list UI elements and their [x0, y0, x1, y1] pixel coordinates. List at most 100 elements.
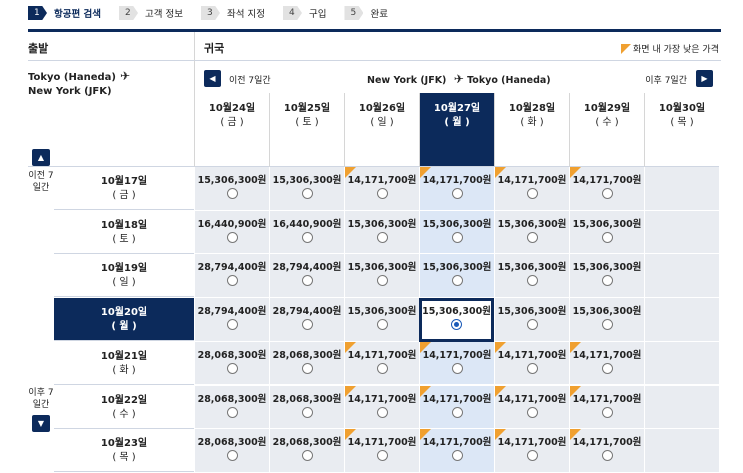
departure-date-header[interactable]: 10월21일 ( 화 ) — [54, 342, 194, 385]
fare-radio[interactable] — [376, 362, 388, 374]
fare-radio[interactable] — [451, 275, 463, 287]
fare-cell[interactable]: 14,171,700원 — [344, 341, 419, 386]
fare-radio[interactable] — [226, 406, 238, 418]
fare-cell[interactable]: 15,306,300원 — [569, 298, 644, 342]
fare-radio[interactable] — [526, 362, 538, 374]
fare-cell[interactable]: 16,440,900원 — [194, 210, 269, 255]
fare-cell[interactable]: 14,171,700원 — [569, 167, 644, 211]
fare-cell[interactable]: 14,171,700원 — [419, 385, 494, 430]
fare-cell[interactable]: 28,794,400원 — [269, 298, 344, 342]
fare-radio[interactable] — [451, 406, 463, 418]
fare-cell[interactable]: 15,306,300원 — [569, 254, 644, 299]
fare-radio[interactable] — [601, 362, 613, 374]
fare-cell[interactable]: 15,306,300원 — [344, 254, 419, 299]
fare-cell[interactable]: 14,171,700원 — [344, 385, 419, 430]
prev-departure-week-button[interactable]: ▲ — [32, 149, 50, 166]
fare-radio[interactable] — [226, 362, 238, 374]
fare-radio[interactable] — [526, 188, 538, 199]
next-departure-week-label[interactable]: 이후 7 일간 — [28, 388, 54, 410]
return-date-header[interactable]: 10월25일 ( 토 ) — [269, 93, 344, 167]
fare-cell[interactable]: 28,068,300원 — [269, 385, 344, 430]
fare-radio[interactable] — [226, 275, 238, 287]
fare-radio[interactable] — [526, 231, 538, 243]
prev-departure-week-label[interactable]: 이전 7 일간 — [28, 171, 54, 193]
fare-cell[interactable]: 14,171,700원 — [419, 429, 494, 473]
fare-radio[interactable] — [601, 406, 613, 418]
fare-radio[interactable] — [451, 319, 462, 331]
fare-cell[interactable]: 15,306,300원 — [494, 298, 569, 342]
fare-cell[interactable]: 28,794,400원 — [194, 254, 269, 299]
fare-radio[interactable] — [376, 319, 388, 331]
fare-cell[interactable]: 14,171,700원 — [494, 167, 569, 211]
return-date-header[interactable]: 10월27일 ( 월 ) — [419, 93, 494, 167]
fare-radio[interactable] — [226, 231, 238, 243]
fare-cell[interactable]: 28,068,300원 — [269, 429, 344, 473]
fare-radio[interactable] — [376, 406, 388, 418]
return-date-header[interactable]: 10월24일 ( 금 ) — [194, 93, 269, 167]
return-date-header[interactable]: 10월29일 ( 수 ) — [569, 93, 644, 167]
fare-radio[interactable] — [526, 275, 538, 287]
fare-cell[interactable]: 28,794,400원 — [269, 254, 344, 299]
return-date-header[interactable]: 10월28일 ( 화 ) — [494, 93, 569, 167]
fare-radio[interactable] — [226, 188, 238, 199]
fare-radio[interactable] — [301, 188, 313, 199]
departure-date-header[interactable]: 10월20일 ( 월 ) — [54, 298, 194, 342]
fare-radio[interactable] — [301, 275, 313, 287]
fare-radio[interactable] — [451, 188, 463, 199]
fare-cell[interactable]: 14,171,700원 — [569, 385, 644, 430]
fare-cell[interactable]: 14,171,700원 — [494, 385, 569, 430]
fare-radio[interactable] — [376, 188, 388, 199]
fare-cell[interactable]: 14,171,700원 — [569, 429, 644, 473]
fare-radio[interactable] — [601, 275, 613, 287]
fare-cell[interactable]: 14,171,700원 — [569, 341, 644, 386]
fare-cell[interactable]: 28,068,300원 — [269, 341, 344, 386]
departure-date-header[interactable]: 10월17일 ( 금 ) — [54, 167, 194, 210]
fare-radio[interactable] — [226, 319, 238, 331]
departure-date-header[interactable]: 10월22일 ( 수 ) — [54, 386, 194, 429]
departure-date-header[interactable]: 10월18일 ( 토 ) — [54, 211, 194, 254]
fare-cell[interactable]: 28,068,300원 — [194, 341, 269, 386]
fare-cell[interactable]: 15,306,300원 — [419, 298, 494, 342]
fare-radio[interactable] — [301, 319, 313, 331]
fare-cell[interactable]: 15,306,300원 — [569, 210, 644, 255]
prev-week-label[interactable]: 이전 7일간 — [229, 76, 271, 86]
fare-cell[interactable]: 15,306,300원 — [269, 167, 344, 211]
fare-radio[interactable] — [601, 188, 613, 199]
fare-radio[interactable] — [376, 231, 388, 243]
fare-cell[interactable]: 28,794,400원 — [194, 298, 269, 342]
fare-radio[interactable] — [301, 362, 313, 374]
departure-date-header[interactable]: 10월23일 ( 목 ) — [54, 429, 194, 473]
fare-cell[interactable]: 14,171,700원 — [494, 341, 569, 386]
return-date-header[interactable]: 10월26일 ( 일 ) — [344, 93, 419, 167]
fare-cell[interactable]: 14,171,700원 — [419, 167, 494, 211]
fare-cell[interactable]: 15,306,300원 — [194, 167, 269, 211]
fare-radio[interactable] — [526, 319, 538, 331]
departure-date-header[interactable]: 10월19일 ( 일 ) — [54, 254, 194, 298]
fare-cell[interactable]: 14,171,700원 — [419, 341, 494, 386]
fare-cell[interactable]: 16,440,900원 — [269, 210, 344, 255]
fare-cell[interactable]: 14,171,700원 — [494, 429, 569, 473]
prev-week-button[interactable]: ◀ — [204, 70, 221, 87]
fare-cell[interactable]: 15,306,300원 — [494, 210, 569, 255]
fare-radio[interactable] — [451, 231, 463, 243]
fare-radio[interactable] — [301, 231, 313, 243]
return-date-header[interactable]: 10월30일 ( 목 ) — [644, 93, 719, 167]
fare-cell[interactable]: 15,306,300원 — [419, 254, 494, 299]
fare-cell[interactable]: 14,171,700원 — [344, 167, 419, 211]
fare-radio[interactable] — [526, 406, 538, 418]
fare-cell[interactable]: 15,306,300원 — [419, 210, 494, 255]
fare-radio[interactable] — [601, 231, 613, 243]
fare-cell[interactable]: 28,068,300원 — [194, 385, 269, 430]
fare-radio[interactable] — [301, 406, 313, 418]
fare-cell[interactable]: 15,306,300원 — [344, 210, 419, 255]
next-week-button[interactable]: ▶ — [696, 70, 713, 87]
fare-cell[interactable]: 15,306,300원 — [344, 298, 419, 342]
fare-cell[interactable]: 15,306,300원 — [494, 254, 569, 299]
fare-cell[interactable]: 14,171,700원 — [344, 429, 419, 473]
next-departure-week-button[interactable]: ▼ — [32, 415, 50, 432]
fare-radio[interactable] — [601, 319, 613, 331]
fare-cell[interactable]: 28,068,300원 — [194, 429, 269, 473]
fare-radio[interactable] — [451, 362, 463, 374]
fare-radio[interactable] — [376, 275, 388, 287]
next-week-label[interactable]: 이후 7일간 — [645, 76, 687, 86]
